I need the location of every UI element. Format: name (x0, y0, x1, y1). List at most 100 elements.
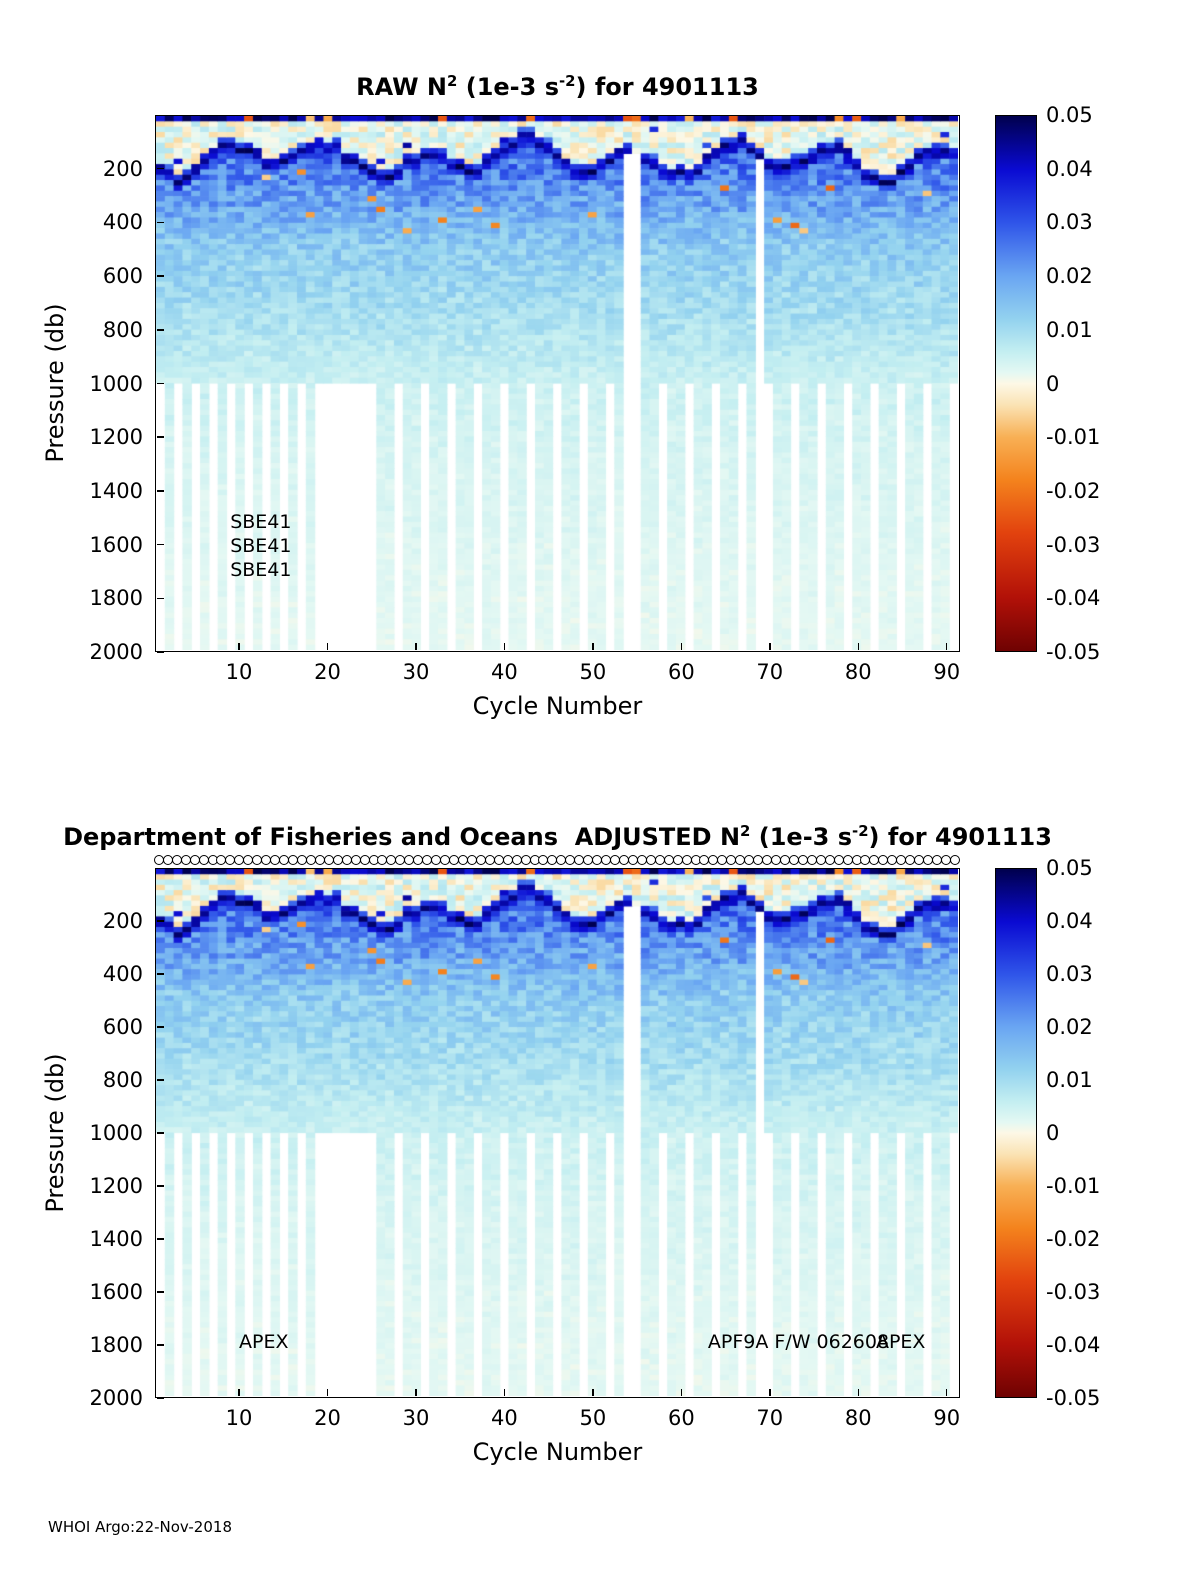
colorbar-tick-label: 0.01 (1046, 1068, 1093, 1092)
y-tick-label: 2000 (89, 640, 143, 664)
title-superscript: 2 (740, 822, 751, 840)
title-text: Department of Fisheries and Oceans ADJUS… (63, 823, 741, 851)
x-tick-mark (769, 643, 771, 650)
x-tick-label: 40 (491, 1406, 518, 1430)
colorbar-tick-label: -0.02 (1046, 478, 1101, 503)
x-tick-label: 10 (225, 1406, 253, 1430)
plot-annotation: APEX (239, 1331, 289, 1354)
colorbar-tick-label: -0.02 (1046, 1227, 1101, 1251)
title-text: RAW N (356, 73, 448, 101)
x-tick-label: 50 (579, 660, 607, 684)
x-tick-label: 90 (933, 1406, 961, 1430)
plot-annotation: APF9A F/W 062608 (707, 1331, 890, 1354)
y-tick-label: 1400 (89, 1227, 143, 1251)
colorbar-tick-label: 0.04 (1046, 909, 1093, 933)
x-tick-label: 20 (314, 660, 341, 684)
colorbar-tick-label: 0.01 (1046, 317, 1093, 342)
y-tick-label: 1800 (89, 1333, 143, 1357)
y-tick-label: 600 (102, 264, 143, 289)
colorbar-tick-label: 0.04 (1046, 156, 1093, 181)
x-tick-mark (680, 643, 683, 650)
heatmap-plot-adjusted (155, 868, 960, 1398)
x-tick-label: 60 (667, 1406, 695, 1430)
title-text: (1e-3 s (457, 73, 559, 101)
y-tick-label: 1200 (89, 1174, 143, 1198)
x-tick-label: 30 (402, 660, 430, 684)
y-tick-mark (157, 221, 164, 224)
y-tick-mark (157, 973, 164, 975)
colorbar-tick-label: -0.03 (1046, 532, 1101, 557)
y-tick-label: 1800 (89, 586, 143, 611)
title-superscript: -2 (558, 72, 576, 90)
colorbar-tick-label: -0.05 (1046, 640, 1101, 664)
x-tick-label: 30 (402, 1406, 430, 1430)
colorbar-tick-label: -0.03 (1046, 1280, 1101, 1304)
colorbar-adjusted (995, 868, 1037, 1398)
x-tick-label: 80 (844, 1406, 872, 1430)
x-axis-label-adjusted: Cycle Number (472, 1438, 643, 1466)
y-tick-mark (157, 1185, 164, 1187)
colorbar-tick-label: 0.05 (1046, 856, 1093, 880)
y-tick-mark (157, 275, 164, 277)
y-tick-mark (157, 490, 164, 492)
x-tick-mark (680, 1389, 683, 1396)
colorbar-raw (995, 115, 1037, 652)
chart-title-raw: RAW N2 (1e-3 s-2) for 4901113 (0, 72, 1115, 101)
x-tick-label: 40 (491, 660, 518, 684)
y-tick-label: 400 (102, 962, 143, 986)
y-tick-label: 800 (102, 1068, 143, 1092)
y-axis-label-adjusted: Pressure (db) (41, 1053, 69, 1213)
y-tick-label: 200 (102, 909, 143, 933)
colorbar-tick-label: 0.05 (1046, 103, 1093, 127)
x-tick-mark (857, 643, 860, 650)
title-superscript: 2 (447, 72, 458, 90)
y-tick-mark (157, 651, 164, 653)
y-tick-label: 200 (102, 156, 143, 181)
title-text: ) for 4901113 (868, 823, 1052, 851)
y-tick-mark (157, 1291, 164, 1293)
colorbar-tick-label: -0.05 (1046, 1386, 1101, 1410)
y-tick-mark (157, 329, 164, 331)
y-tick-label: 800 (102, 317, 143, 342)
y-tick-label: 1600 (89, 1280, 143, 1304)
y-tick-mark (157, 382, 164, 385)
x-tick-label: 10 (225, 660, 253, 684)
heatmap-canvas-raw (156, 116, 958, 650)
x-tick-mark (415, 643, 417, 650)
colorbar-tick-label: -0.01 (1046, 1174, 1101, 1198)
x-tick-mark (326, 1389, 329, 1396)
x-tick-label: 60 (667, 660, 695, 684)
colorbar-tick-label: 0.03 (1046, 962, 1093, 986)
x-tick-label: 20 (314, 1406, 341, 1430)
title-superscript: -2 (852, 822, 869, 840)
x-tick-label: 90 (933, 660, 961, 684)
colorbar-tick-label: 0.02 (1046, 1015, 1093, 1039)
title-text: ) for 4901113 (575, 73, 759, 101)
colorbar-tick-label: -0.04 (1046, 1333, 1101, 1357)
y-tick-mark (157, 1132, 164, 1134)
colorbar-tick-label: 0 (1046, 371, 1060, 396)
x-tick-mark (592, 643, 594, 650)
y-tick-mark (157, 1397, 164, 1399)
colorbar-tick-label: -0.01 (1046, 425, 1101, 450)
y-tick-label: 400 (102, 210, 143, 235)
chart-title-adjusted: Department of Fisheries and Oceans ADJUS… (0, 822, 1115, 851)
heatmap-plot-raw (155, 115, 960, 652)
y-tick-mark (157, 167, 164, 170)
x-tick-label: 50 (579, 1406, 607, 1430)
x-tick-mark (326, 643, 329, 650)
colorbar-tick-label: 0.02 (1046, 264, 1093, 289)
heatmap-canvas-adjusted (156, 869, 958, 1396)
x-tick-mark (945, 643, 948, 650)
x-tick-mark (945, 1389, 948, 1396)
plot-annotation: SBE41 (230, 559, 292, 582)
y-tick-label: 600 (102, 1015, 143, 1039)
x-tick-mark (415, 1389, 417, 1396)
colorbar-tick-label: -0.04 (1046, 586, 1101, 611)
x-tick-mark (857, 1389, 860, 1396)
y-tick-mark (157, 1079, 164, 1081)
y-tick-mark (157, 1238, 164, 1240)
y-tick-mark (157, 1344, 164, 1346)
x-tick-mark (238, 1389, 240, 1396)
